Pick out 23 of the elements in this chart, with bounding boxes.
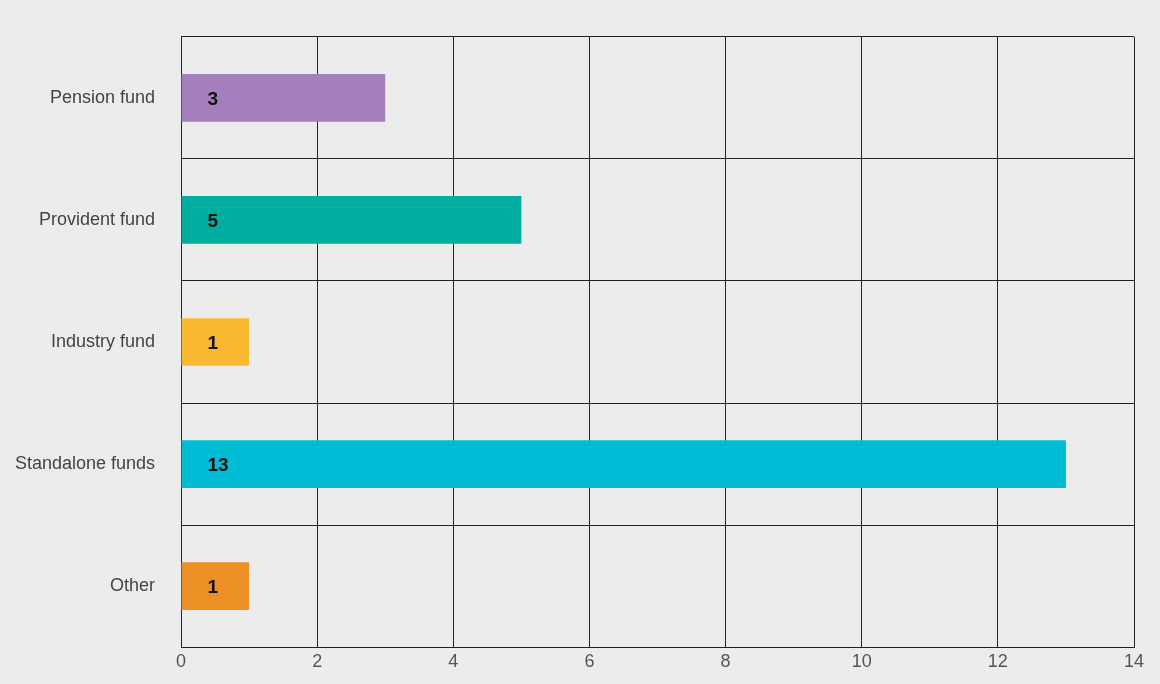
data-label: 3: [207, 88, 219, 110]
bar: [181, 562, 250, 610]
x-tick-label: 4: [448, 650, 459, 671]
data-label: 1: [207, 576, 219, 598]
bar: [181, 196, 522, 244]
x-tick-label: 14: [1123, 650, 1145, 671]
x-tick-label: 8: [720, 650, 731, 671]
data-label: 1: [207, 332, 219, 354]
data-label: 5: [207, 210, 219, 232]
bar: [181, 318, 250, 366]
x-tick-label: 6: [584, 650, 595, 671]
bar: [181, 74, 386, 122]
y-tick-label: Other: [109, 575, 155, 596]
x-tick-label: 10: [851, 650, 872, 671]
y-tick-label: Provident fund: [38, 208, 155, 229]
x-tick-label: 2: [312, 650, 323, 671]
y-tick-label: Standalone funds: [14, 453, 155, 474]
y-tick-label: Pension fund: [49, 86, 155, 107]
x-tick-label: 0: [175, 650, 187, 671]
bar: [181, 440, 1066, 488]
y-tick-label: Industry fund: [50, 330, 155, 351]
data-label: 13: [207, 454, 229, 476]
x-tick-label: 12: [987, 650, 1008, 671]
